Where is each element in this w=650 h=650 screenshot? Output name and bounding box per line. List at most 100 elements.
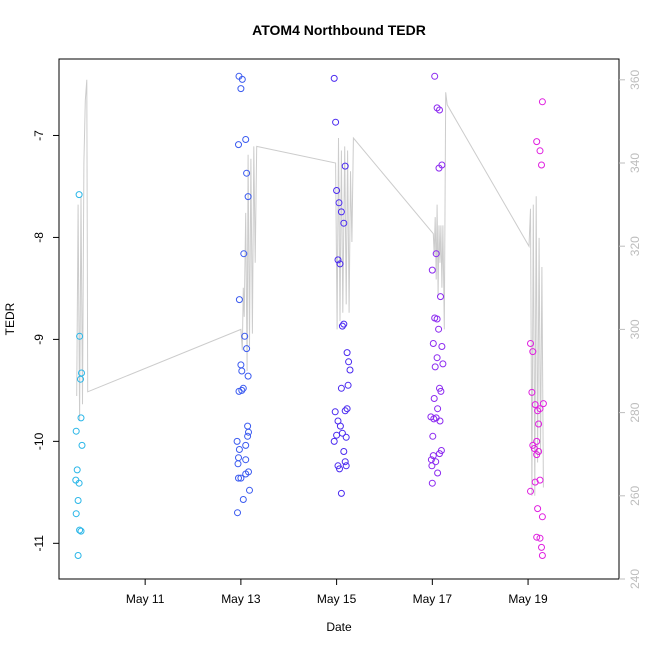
- data-point: [243, 169, 251, 177]
- data-point: [341, 162, 349, 170]
- data-point: [235, 454, 242, 462]
- data-point: [336, 465, 343, 473]
- data-point: [527, 340, 534, 347]
- data-point: [337, 208, 345, 216]
- data-point: [75, 191, 83, 199]
- data-point: [239, 496, 247, 503]
- data-point: [235, 387, 243, 395]
- right-tick-label: 280: [628, 402, 642, 422]
- data-point: [78, 441, 86, 449]
- data-point: [76, 332, 84, 340]
- data-point: [244, 432, 252, 440]
- data-point: [439, 360, 447, 368]
- data-point: [237, 474, 245, 482]
- x-tick-label: May 13: [221, 592, 261, 606]
- data-point: [341, 458, 349, 466]
- data-point: [527, 487, 534, 495]
- data-point: [539, 400, 547, 408]
- heading-line: [76, 79, 544, 496]
- data-point: [242, 136, 250, 143]
- data-point: [330, 74, 338, 82]
- data-point: [428, 479, 436, 487]
- data-point: [244, 422, 252, 430]
- data-point: [333, 187, 341, 194]
- data-point: [331, 408, 339, 416]
- data-point: [345, 358, 353, 366]
- data-point: [430, 395, 438, 402]
- y-axis: -11 -10 -9 -8 -7: [32, 130, 59, 552]
- data-point: [72, 427, 80, 435]
- data-point: [535, 420, 543, 428]
- data-point: [538, 513, 546, 521]
- data-point: [74, 552, 82, 559]
- data-point: [238, 75, 246, 83]
- data-point: [437, 293, 444, 301]
- data-point: [74, 497, 82, 504]
- x-axis: May 11 May 13 May 15 May 17 May 19: [126, 579, 548, 606]
- y-tick-label: -9: [32, 334, 46, 345]
- right-axis: 240 260 280 300 320 340 360: [619, 69, 642, 589]
- data-point: [73, 466, 81, 474]
- data-point: [78, 369, 85, 377]
- points-layer: [72, 72, 547, 559]
- data-point: [436, 106, 443, 114]
- data-point: [336, 260, 344, 268]
- data-point: [534, 505, 542, 513]
- data-point: [340, 219, 348, 227]
- data-point: [431, 363, 439, 371]
- data-point: [538, 543, 545, 551]
- data-point: [342, 433, 350, 441]
- data-point: [238, 367, 246, 375]
- data-point: [234, 509, 241, 517]
- data-point: [246, 486, 253, 494]
- data-point: [75, 479, 83, 487]
- data-point: [338, 322, 346, 330]
- data-point: [432, 250, 440, 258]
- data-point: [233, 437, 241, 445]
- y-tick-label: -10: [32, 432, 46, 450]
- chart-title: ATOM4 Northbound TEDR: [252, 22, 426, 38]
- data-point: [240, 250, 248, 258]
- right-tick-label: 360: [628, 69, 642, 89]
- y-axis-label: TEDR: [3, 302, 17, 335]
- y-tick-label: -11: [32, 535, 46, 552]
- data-point: [342, 462, 350, 470]
- data-point: [72, 510, 80, 518]
- data-point: [76, 526, 84, 534]
- data-point: [531, 478, 539, 486]
- data-point: [343, 405, 351, 413]
- data-point: [428, 266, 436, 274]
- data-point: [429, 452, 437, 460]
- data-point: [244, 372, 252, 380]
- data-point: [335, 199, 343, 207]
- heading-line-layer: [76, 79, 544, 496]
- plot-frame: [58, 58, 620, 580]
- data-point: [340, 448, 348, 455]
- data-point: [235, 296, 243, 304]
- data-point: [435, 164, 443, 172]
- data-point: [434, 405, 442, 413]
- data-point: [533, 533, 541, 541]
- data-point: [235, 474, 242, 482]
- data-point: [531, 401, 539, 409]
- data-point: [533, 138, 541, 146]
- data-point: [536, 147, 544, 155]
- data-point: [538, 98, 546, 106]
- data-point: [334, 256, 342, 264]
- data-point: [242, 470, 250, 478]
- x-tick-label: May 19: [508, 592, 548, 606]
- right-tick-label: 320: [628, 236, 642, 256]
- right-tick-label: 340: [628, 153, 642, 173]
- data-point: [528, 388, 536, 396]
- data-point: [77, 414, 85, 422]
- data-point: [344, 381, 352, 389]
- data-point: [341, 407, 349, 415]
- data-point: [337, 489, 345, 497]
- data-point: [432, 458, 440, 466]
- data-point: [438, 343, 446, 350]
- data-point: [430, 415, 438, 423]
- data-point: [333, 431, 341, 439]
- data-point: [337, 384, 345, 392]
- data-point: [429, 340, 437, 347]
